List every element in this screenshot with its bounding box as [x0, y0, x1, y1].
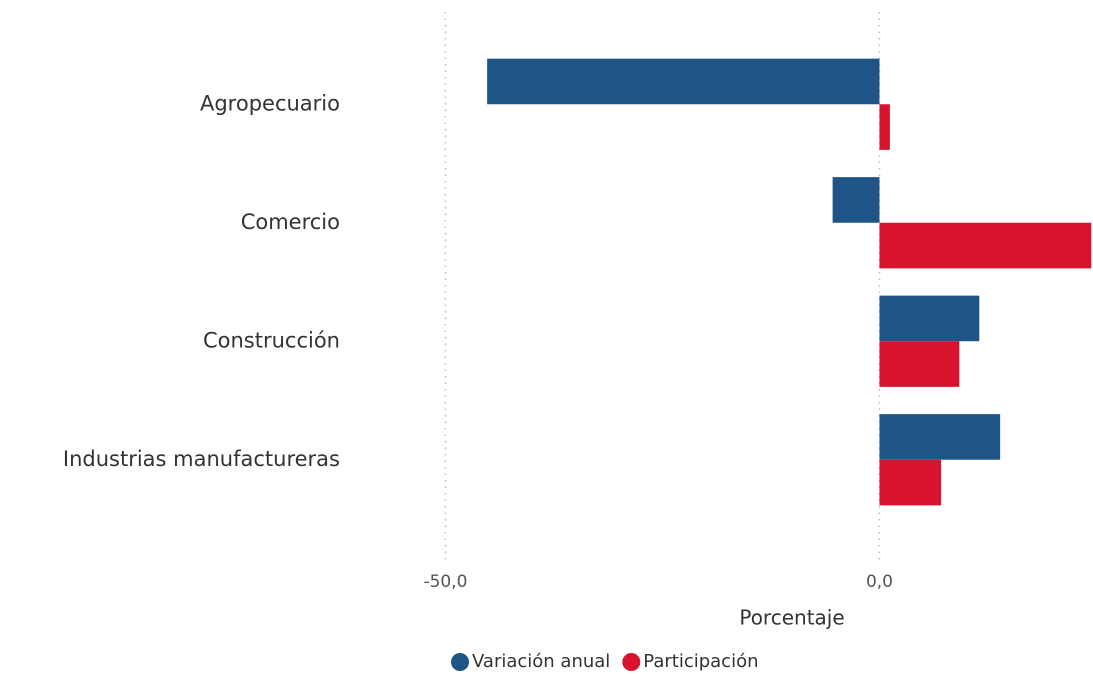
bar	[879, 222, 1092, 269]
category-label: Construcción	[203, 328, 340, 352]
bar	[487, 58, 880, 105]
category-label: Agropecuario	[200, 91, 340, 115]
bar	[879, 104, 890, 150]
x-tick-label: 0,0	[866, 572, 893, 592]
category-label: Industrias manufactureras	[63, 447, 340, 471]
bar	[879, 295, 980, 342]
bar	[879, 341, 960, 387]
bar	[879, 414, 1001, 460]
x-axis-title: Porcentaje	[739, 606, 844, 630]
bar	[832, 177, 880, 223]
legend-label: Participación	[643, 651, 758, 672]
legend-marker	[451, 653, 469, 671]
category-label: Comercio	[241, 210, 340, 234]
legend-marker	[622, 653, 641, 671]
legend-label: Variación anual	[472, 651, 610, 672]
bar	[879, 459, 942, 506]
x-tick-label: -50,0	[423, 572, 467, 592]
